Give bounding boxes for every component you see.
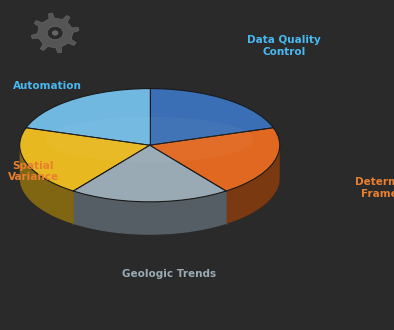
Polygon shape	[32, 13, 79, 53]
Polygon shape	[20, 145, 73, 224]
Polygon shape	[73, 191, 226, 235]
Text: Data Quality
Control: Data Quality Control	[247, 35, 321, 57]
Polygon shape	[150, 88, 273, 145]
Text: Geologic Trends: Geologic Trends	[123, 269, 216, 279]
Circle shape	[47, 26, 63, 40]
Polygon shape	[20, 128, 150, 191]
Circle shape	[52, 30, 58, 36]
Text: Spatial
Variance: Spatial Variance	[8, 161, 59, 182]
Ellipse shape	[20, 121, 280, 235]
Polygon shape	[150, 128, 280, 191]
Polygon shape	[226, 145, 280, 224]
Text: Automation: Automation	[13, 81, 82, 91]
Polygon shape	[73, 145, 226, 202]
Text: Deterministic
Framework: Deterministic Framework	[355, 177, 394, 199]
Polygon shape	[26, 88, 150, 145]
